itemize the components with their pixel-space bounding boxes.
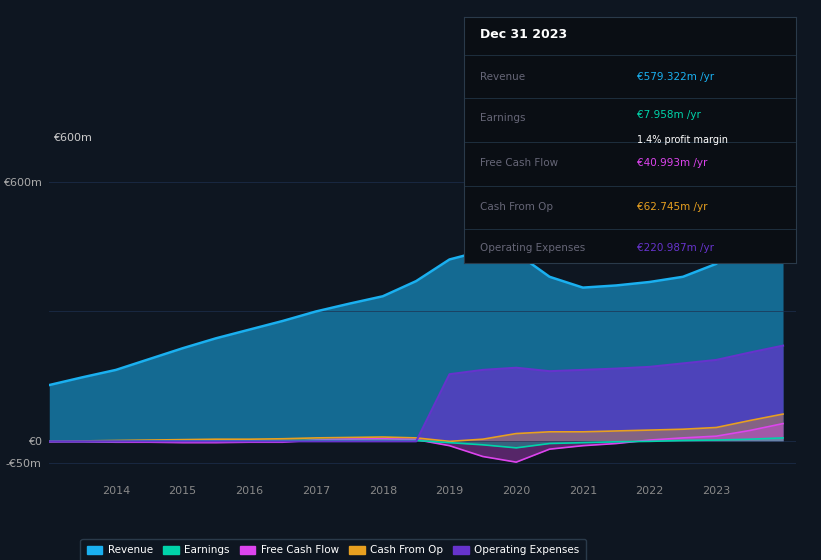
Text: €579.322m /yr: €579.322m /yr bbox=[637, 72, 714, 82]
Text: Earnings: Earnings bbox=[480, 113, 526, 123]
Text: Free Cash Flow: Free Cash Flow bbox=[480, 158, 558, 169]
Text: Operating Expenses: Operating Expenses bbox=[480, 244, 585, 254]
Text: €62.745m /yr: €62.745m /yr bbox=[637, 202, 707, 212]
Text: €40.993m /yr: €40.993m /yr bbox=[637, 158, 707, 169]
Text: €220.987m /yr: €220.987m /yr bbox=[637, 244, 713, 254]
Text: €7.958m /yr: €7.958m /yr bbox=[637, 110, 700, 120]
Legend: Revenue, Earnings, Free Cash Flow, Cash From Op, Operating Expenses: Revenue, Earnings, Free Cash Flow, Cash … bbox=[80, 539, 586, 560]
Text: €600m: €600m bbox=[53, 133, 92, 143]
Text: Cash From Op: Cash From Op bbox=[480, 202, 553, 212]
Text: 1.4% profit margin: 1.4% profit margin bbox=[637, 135, 727, 145]
Text: Revenue: Revenue bbox=[480, 72, 525, 82]
Text: Dec 31 2023: Dec 31 2023 bbox=[480, 27, 567, 40]
